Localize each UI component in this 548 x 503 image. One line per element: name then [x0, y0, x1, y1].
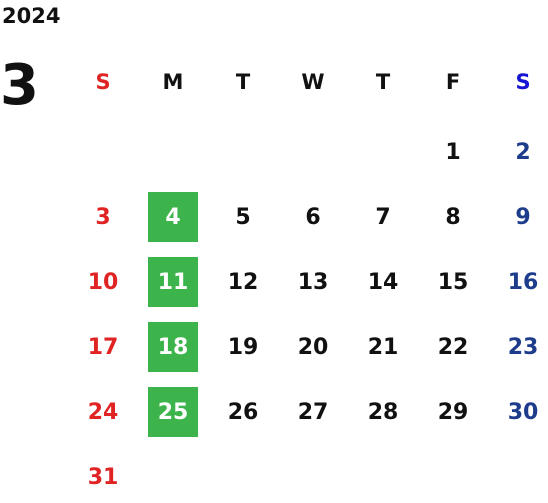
day-cell: 5: [235, 204, 251, 230]
day-cell: 27: [297, 399, 329, 425]
weekday-header: F: [445, 70, 461, 94]
day-cell: 28: [367, 399, 399, 425]
day-cell: 11: [148, 257, 198, 307]
day-cell: 30: [507, 399, 539, 425]
weekday-header: T: [235, 70, 251, 94]
day-cell: 22: [437, 334, 469, 360]
day-cell: 17: [87, 334, 119, 360]
day-cell: 2: [515, 139, 531, 165]
day-cell: 7: [375, 204, 391, 230]
day-cell: 24: [87, 399, 119, 425]
weekday-header: W: [301, 70, 325, 94]
day-cell: 25: [148, 387, 198, 437]
day-cell: 29: [437, 399, 469, 425]
day-cell: 10: [87, 269, 119, 295]
weekday-header: M: [162, 70, 184, 94]
year: 2024: [2, 4, 61, 28]
day-cell: 23: [507, 334, 539, 360]
day-cell: 19: [227, 334, 259, 360]
weekday-header: T: [375, 70, 391, 94]
weekday-header: S: [515, 70, 531, 94]
day-cell: 15: [437, 269, 469, 295]
day-cell: 14: [367, 269, 399, 295]
day-cell: 21: [367, 334, 399, 360]
day-cell: 9: [515, 204, 531, 230]
day-cell: 18: [148, 322, 198, 372]
day-cell: 1: [445, 139, 461, 165]
day-cell: 31: [87, 464, 119, 490]
day-cell: 12: [227, 269, 259, 295]
weekday-header: S: [95, 70, 111, 94]
day-cell: 16: [507, 269, 539, 295]
day-cell: 6: [305, 204, 321, 230]
day-cell: 3: [95, 204, 111, 230]
day-cell: 26: [227, 399, 259, 425]
day-cell: 4: [148, 192, 198, 242]
day-cell: 20: [297, 334, 329, 360]
day-cell: 13: [297, 269, 329, 295]
day-cell: 8: [445, 204, 461, 230]
month: 3: [0, 53, 39, 118]
